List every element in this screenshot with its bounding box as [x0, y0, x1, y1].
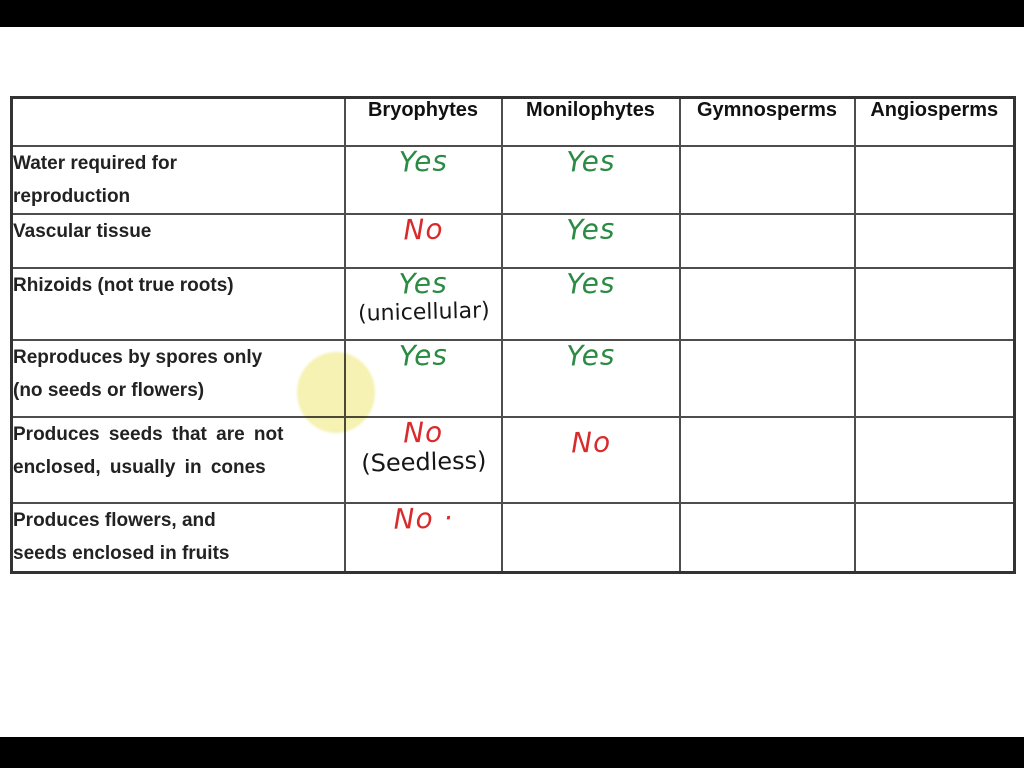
- answer-cell-empty: [853, 144, 1016, 215]
- header-cell-angiosperms: Angiosperms: [853, 96, 1016, 147]
- answer-cell: No ·: [343, 500, 503, 574]
- answer-cell-empty: [853, 266, 1016, 341]
- answer-cell-empty: [853, 338, 1016, 418]
- handwritten-note: (Seedless): [360, 445, 487, 477]
- answer-cell: Yes: [500, 211, 681, 269]
- answer-cell-empty: [678, 338, 856, 418]
- table-row: Produces seeds that are not enclosed, us…: [10, 414, 1016, 504]
- header-row: Bryophytes Monilophytes Gymnosperms Angi…: [10, 96, 1016, 147]
- answer-cell-empty: [678, 212, 856, 269]
- handwritten-answer: No ·: [392, 500, 454, 536]
- answer-cell: No (Seedless): [343, 414, 503, 504]
- answer-cell: No: [500, 415, 681, 504]
- answer-cell-empty: [678, 415, 856, 504]
- table-row: Vascular tissue No Yes: [10, 211, 1016, 269]
- handwritten-note: (unicellular): [357, 297, 490, 327]
- handwritten-answer: No: [402, 414, 444, 450]
- answer-cell: Yes: [500, 337, 681, 418]
- handwritten-answer: Yes: [565, 337, 616, 373]
- letterbox-top: [0, 0, 1024, 27]
- answer-cell-empty: [853, 212, 1016, 269]
- handwritten-answer: Yes: [398, 337, 448, 373]
- answer-cell-empty: [853, 415, 1016, 504]
- answer-cell: Yes (unicellular): [343, 265, 503, 341]
- answer-cell: Yes: [500, 265, 681, 341]
- yellow-highlighter-dot: [297, 352, 375, 433]
- feature-label: Water required for reproduction: [10, 144, 346, 215]
- plant-comparison-table: Bryophytes Monilophytes Gymnosperms Angi…: [10, 96, 1016, 574]
- answer-cell: No: [343, 211, 503, 269]
- handwritten-answer: Yes: [565, 265, 616, 301]
- header-cell-bryophytes: Bryophytes: [343, 96, 503, 147]
- feature-label: Produces flowers, and seeds enclosed in …: [10, 501, 346, 574]
- answer-cell: Yes: [343, 143, 503, 215]
- handwritten-answer: Yes: [565, 211, 616, 247]
- feature-label: Vascular tissue: [10, 212, 346, 269]
- header-cell-gymnosperms: Gymnosperms: [678, 96, 856, 147]
- feature-label: Reproduces by spores only (no seeds or f…: [10, 338, 346, 418]
- handwritten-answer: Yes: [398, 143, 448, 179]
- handwritten-answer: No: [570, 424, 612, 460]
- answer-cell-empty: [678, 501, 856, 574]
- answer-cell-empty: [853, 501, 1016, 574]
- feature-label: Produces seeds that are not enclosed, us…: [10, 415, 346, 504]
- answer-cell-empty: [678, 266, 856, 341]
- table-row: Water required for reproduction Yes Yes: [10, 143, 1016, 215]
- answer-cell-empty: [678, 144, 856, 215]
- feature-label: Rhizoids (not true roots): [10, 266, 346, 341]
- handwritten-answer: Yes: [397, 265, 448, 301]
- answer-cell-empty: [500, 501, 681, 574]
- header-cell-monilophytes: Monilophytes: [500, 96, 681, 147]
- table-row: Rhizoids (not true roots) Yes (unicellul…: [10, 265, 1016, 341]
- answer-cell: Yes: [500, 143, 681, 215]
- table-row: Produces flowers, and seeds enclosed in …: [10, 500, 1016, 574]
- header-cell-feature: [10, 96, 346, 147]
- table-row: Reproduces by spores only (no seeds or f…: [10, 337, 1016, 418]
- handwritten-answer: Yes: [565, 143, 616, 179]
- letterbox-bottom: [0, 737, 1024, 768]
- handwritten-answer: No: [402, 211, 444, 247]
